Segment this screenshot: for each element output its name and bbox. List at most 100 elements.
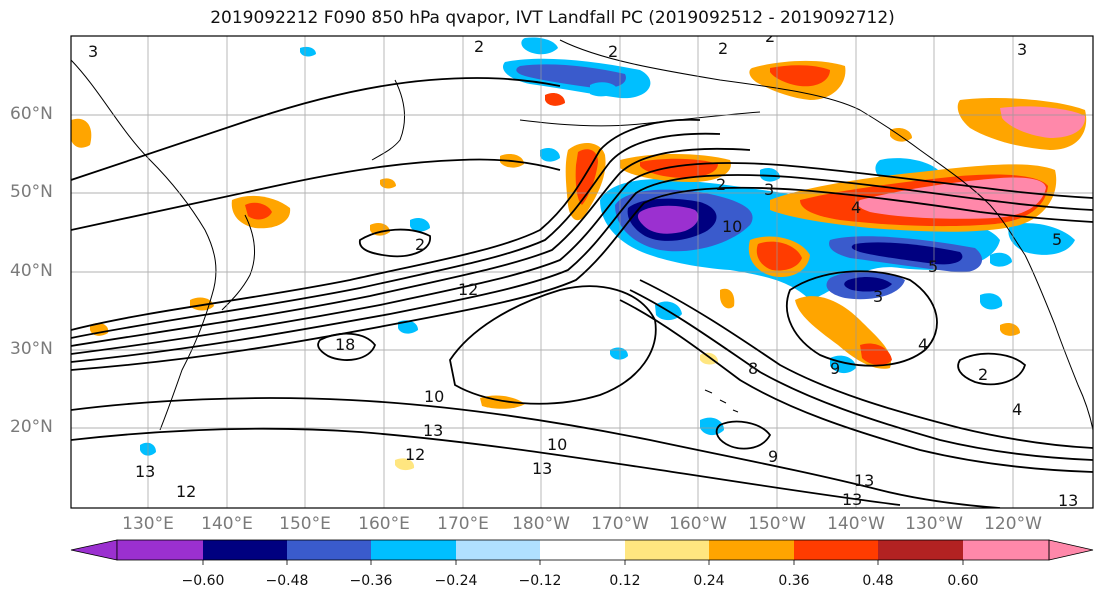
lon-label-120w: 120°W (984, 514, 1042, 534)
coastlines (71, 39, 1093, 431)
colorbar-tick-label: 0.36 (778, 573, 810, 589)
contour-jet-5 (71, 174, 1093, 363)
neg-blob-j (980, 293, 1003, 310)
contour-label: 2 (978, 365, 988, 384)
pos-japan-red (245, 202, 272, 220)
contour-label: 13 (1058, 491, 1078, 510)
contour-label: 8 (748, 359, 758, 378)
contour-small-2 (317, 332, 377, 361)
contour-labels: 2 2 2 3 3 2 3 12 10 4 5 3 4 18 10 13 12 … (88, 27, 1078, 510)
colorbar-tick-label: 0.60 (947, 573, 979, 589)
contour-small-4 (957, 352, 1027, 386)
colorbar-extend-high (1048, 539, 1094, 561)
colorbar-tick-label: −0.12 (518, 573, 562, 589)
lon-label-140w: 140°W (827, 514, 885, 534)
contour-label: 2 (608, 42, 618, 61)
contour-label: 10 (722, 217, 742, 236)
pos-left-edge (71, 118, 92, 148)
pos-blob-c (720, 288, 735, 309)
contour-label: 13 (423, 421, 443, 440)
neg-blob-k (760, 167, 780, 182)
lon-label-170w: 170°W (591, 514, 649, 534)
lon-label-150e: 150°E (279, 514, 331, 534)
lon-label-140e: 140°E (201, 514, 253, 534)
lon-label-170e: 170°E (437, 514, 489, 534)
neg-blob-g (300, 46, 316, 57)
colorbar-segment (117, 540, 203, 560)
contour-label: 13 (854, 471, 874, 490)
colorbar-extend-low (70, 539, 118, 561)
lat-label-50n: 50°N (10, 182, 53, 202)
colorbar-tick-label: 0.12 (609, 573, 641, 589)
contour-label: 5 (928, 257, 938, 276)
lon-label-150w: 150°W (748, 514, 806, 534)
colorbar-tick-label: 0.48 (862, 573, 894, 589)
colorbar-segment (540, 540, 625, 560)
lon-label-180w: 180°W (512, 514, 570, 534)
contour-small-1 (359, 228, 431, 258)
contour-sw-1 (619, 299, 1093, 473)
neg-blob-a (398, 320, 418, 334)
neg-coast-4 (990, 252, 1012, 267)
contour-south-2 (71, 427, 901, 506)
colorbar-outline (116, 539, 1050, 561)
contour-label: 13 (135, 462, 155, 481)
coast-hawaii (704, 389, 739, 413)
figure-title: 2019092212 F090 850 hPa qvapor, IVT Land… (210, 8, 895, 28)
neg-top-strip-inner (516, 64, 626, 89)
lon-label-160e: 160°E (358, 514, 410, 534)
contour-label: 12 (405, 445, 425, 464)
contour-label: 13 (842, 490, 862, 509)
contour-jet-3 (71, 147, 751, 347)
lat-label-30n: 30°N (10, 339, 53, 359)
neg-coast-3 (1008, 223, 1075, 255)
contour-label: 2 (716, 175, 726, 194)
pos-blob-e (395, 458, 415, 471)
neg-band-east-inner (851, 242, 963, 265)
coast-alaska (559, 39, 1026, 256)
contour-sw-3 (639, 279, 1093, 449)
colorbar-segment (878, 540, 963, 560)
neg-blob-d (700, 417, 724, 436)
lat-label-20n: 20°N (10, 417, 53, 437)
colorbar-segment (709, 540, 794, 560)
contour-label: 3 (88, 42, 98, 61)
contour-label: 5 (1052, 230, 1062, 249)
contour-label: 10 (424, 387, 444, 406)
contour-label: 3 (1017, 40, 1027, 59)
lon-label-160w: 160°W (669, 514, 727, 534)
contour-label: 10 (547, 435, 567, 454)
colorbar-tick-label: −0.24 (434, 573, 478, 589)
colorbar (70, 539, 1094, 565)
colorbar-ticks (202, 560, 964, 565)
pos-gulf-pink (857, 177, 1046, 219)
contour-label: 2 (765, 27, 775, 46)
contour-label: 12 (176, 482, 196, 501)
coast-na-west (1024, 254, 1093, 431)
pos-trough-150w-red (756, 241, 802, 271)
map-frame (70, 35, 1094, 509)
contour-label: 2 (718, 39, 728, 58)
contour-jet-1 (71, 118, 701, 331)
ivt-contours (71, 77, 1093, 508)
colorbar-segment (287, 540, 371, 560)
contour-label: 9 (830, 359, 840, 378)
lat-label-60n: 60°N (10, 104, 53, 124)
coast-kamchatka (371, 79, 405, 161)
pos-canada-ne-pink (1000, 106, 1086, 138)
colorbar-tick-label: −0.36 (349, 573, 393, 589)
contour-label: 4 (851, 198, 861, 217)
colorbar-segment (625, 540, 709, 560)
neg-mid-pac-45n (590, 82, 618, 97)
contour-loop-east (785, 270, 938, 367)
neg-core-purple (637, 205, 699, 234)
contour-label: 4 (918, 335, 928, 354)
lat-label-40n: 40°N (10, 261, 53, 281)
contour-label: 18 (335, 335, 355, 354)
contour-label: 4 (1012, 400, 1022, 419)
contour-label: 12 (458, 280, 478, 299)
contour-north-2 (71, 158, 561, 231)
neg-blob-i (610, 347, 628, 360)
pos-blob-b (545, 92, 565, 106)
coast-asia (71, 59, 217, 431)
